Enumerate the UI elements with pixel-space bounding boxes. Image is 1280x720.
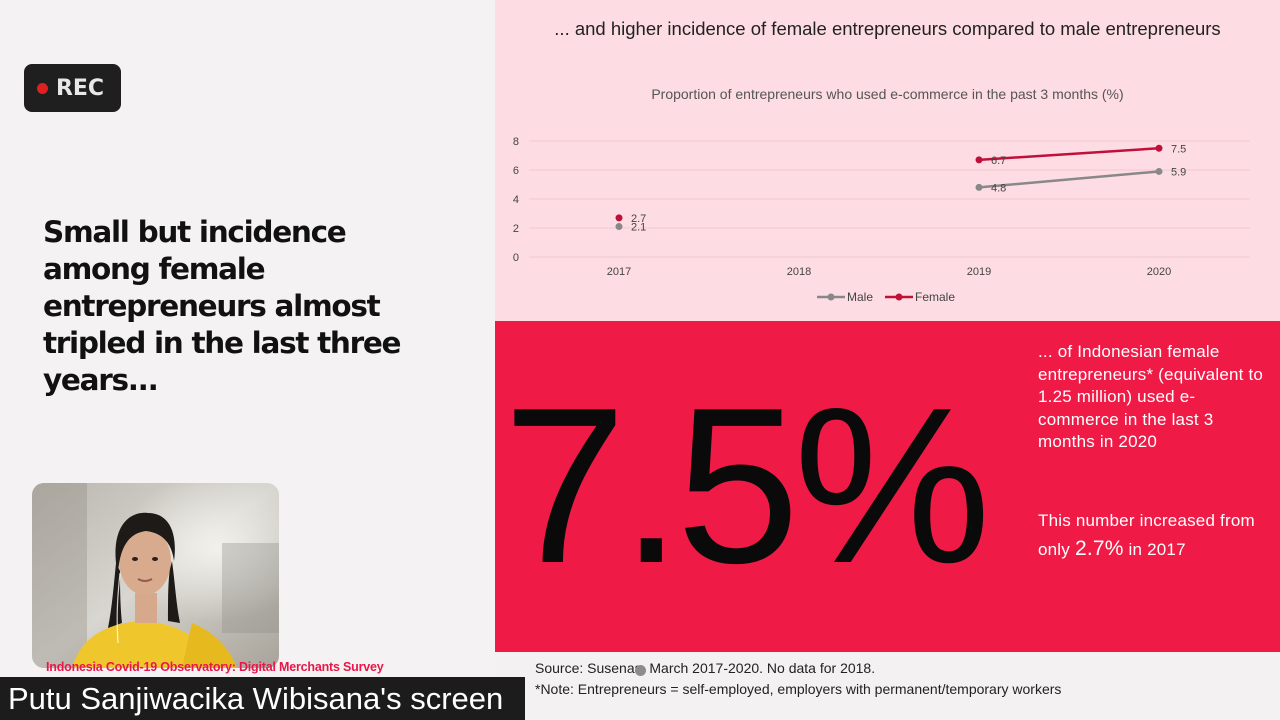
data-point-female <box>975 156 983 164</box>
data-label-female: 2.7 <box>631 213 646 225</box>
data-point-female <box>615 214 623 222</box>
chart-title: ... and higher incidence of female entre… <box>554 18 1221 39</box>
data-label-male: 4.8 <box>991 182 1006 194</box>
data-label-male: 2.1 <box>631 222 646 234</box>
y-tick-label: 0 <box>513 252 519 264</box>
y-tick-label: 6 <box>513 165 519 177</box>
definition-note: *Note: Entrepreneurs = self-employed, em… <box>535 681 1062 697</box>
increase-prefix: This number increased from only <box>1038 511 1255 559</box>
y-tick-label: 2 <box>513 223 519 235</box>
left-panel: REC Small but incidence among female ent… <box>0 0 495 720</box>
chart-subtitle: Proportion of entrepreneurs who used e-c… <box>651 86 1124 102</box>
legend-marker-female <box>895 293 903 301</box>
slide-headline: Small but incidence among female entrepr… <box>43 215 402 397</box>
legend-label-male: Male <box>847 290 873 304</box>
data-label-male: 5.9 <box>1171 166 1186 178</box>
data-label-female: 6.7 <box>991 155 1006 167</box>
series-line-female <box>978 147 1160 162</box>
pointer-dot-icon <box>635 665 646 676</box>
x-tick-label: 2017 <box>607 266 631 278</box>
data-point-male <box>615 223 623 231</box>
series-line-male <box>978 170 1160 189</box>
legend-marker-male <box>827 293 835 301</box>
legend-label-female: Female <box>915 290 955 304</box>
data-label-female: 7.5 <box>1171 143 1186 155</box>
slide-footer: Source: Susenas, March 2017-2020. No dat… <box>535 658 1061 700</box>
screen-share-label: Putu Sanjiwacika Wibisana's screen <box>0 677 525 720</box>
increase-value: 2.7% <box>1074 537 1124 560</box>
source-note: Source: Susenas, March 2017-2020. No dat… <box>535 660 876 676</box>
data-point-female <box>1155 144 1163 152</box>
y-tick-label: 4 <box>513 194 519 206</box>
increase-suffix: in 2017 <box>1128 540 1186 559</box>
x-tick-label: 2020 <box>1147 266 1171 278</box>
speaker-video-frame <box>32 483 279 668</box>
y-tick-label: 8 <box>513 136 519 148</box>
highlight-value: 7.5% <box>503 362 991 610</box>
line-chart: 0 2 4 6 8 2017 2018 2019 2020 2.1 4.8 5.9 2.7 6.7 7.5 M… <box>513 136 1250 304</box>
highlight-panel: 7.5% ... of Indonesian female entreprene… <box>495 321 1280 652</box>
recording-label: REC <box>55 75 105 101</box>
survey-footer-label: Indonesia Covid-19 Observatory: Digital … <box>46 660 384 674</box>
chart-panel: ... and higher incidence of female entre… <box>495 0 1280 321</box>
data-point-male <box>1155 167 1163 175</box>
increase-statement: This number increased from only 2.7% in … <box>1038 507 1278 564</box>
x-tick-label: 2019 <box>967 266 991 278</box>
recording-indicator: REC <box>24 64 121 112</box>
x-tick-label: 2018 <box>787 266 811 278</box>
record-dot-icon <box>36 82 48 94</box>
speaker-video[interactable] <box>32 483 279 668</box>
data-point-male <box>975 183 983 191</box>
highlight-description: ... of Indonesian female entrepreneurs* … <box>1038 342 1264 451</box>
